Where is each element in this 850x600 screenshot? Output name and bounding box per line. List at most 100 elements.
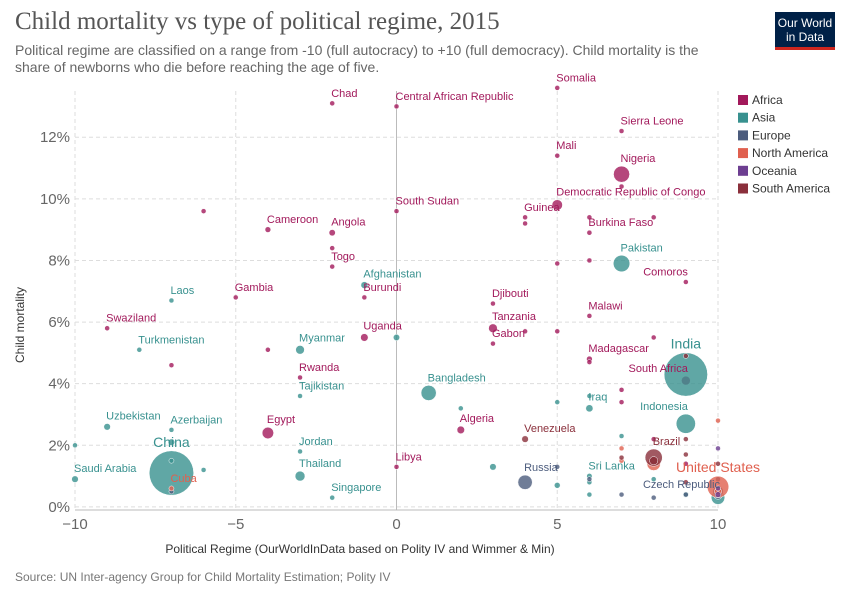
legend-swatch[interactable] bbox=[738, 130, 748, 141]
point-label: Djibouti bbox=[492, 288, 529, 300]
bubble bbox=[714, 491, 722, 498]
bubble bbox=[328, 229, 336, 237]
point-label: Myanmar bbox=[299, 332, 345, 344]
point-label: Russia bbox=[524, 462, 559, 474]
point-label: Madagascar bbox=[588, 343, 649, 355]
bubble bbox=[329, 494, 335, 501]
bubble bbox=[167, 438, 175, 446]
logo[interactable]: Our World in Data bbox=[775, 12, 835, 50]
bubble bbox=[683, 451, 689, 458]
legend-label[interactable]: Oceania bbox=[752, 164, 797, 178]
legend-swatch[interactable] bbox=[738, 148, 748, 159]
bubble bbox=[586, 229, 593, 236]
y-tick-label: 12% bbox=[40, 129, 70, 146]
point-label: Laos bbox=[170, 285, 194, 297]
bubble bbox=[168, 362, 175, 368]
bubble bbox=[297, 393, 303, 399]
bubble bbox=[168, 457, 175, 464]
bubble bbox=[72, 442, 78, 449]
bubble bbox=[393, 464, 400, 470]
logo-line[interactable]: Our World bbox=[777, 16, 833, 30]
point-label: Central African Republic bbox=[396, 91, 515, 103]
bubble bbox=[586, 393, 593, 399]
point-label: Thailand bbox=[299, 458, 341, 470]
bubble bbox=[168, 427, 175, 433]
bubble bbox=[329, 100, 335, 107]
bubble bbox=[297, 374, 303, 381]
legend-label[interactable]: South America bbox=[752, 182, 830, 196]
point-label: South Africa bbox=[629, 363, 689, 375]
legend-swatch[interactable] bbox=[738, 95, 748, 105]
bubble bbox=[264, 226, 272, 233]
point-label: Tanzania bbox=[492, 311, 537, 323]
x-tick-label: −5 bbox=[227, 516, 244, 533]
bubble bbox=[295, 345, 305, 355]
bubble bbox=[329, 245, 335, 251]
bubble bbox=[586, 214, 593, 221]
bubble bbox=[586, 257, 593, 264]
bubble bbox=[554, 464, 560, 470]
bubble bbox=[650, 476, 657, 482]
bubble bbox=[136, 347, 143, 353]
bubble bbox=[517, 474, 533, 490]
legend-swatch[interactable] bbox=[738, 183, 748, 194]
point-label: Venezuela bbox=[524, 423, 576, 435]
bubble bbox=[650, 436, 657, 442]
point-label: India bbox=[671, 336, 702, 352]
legend-label[interactable]: Europe bbox=[752, 128, 791, 142]
point-label: Uganda bbox=[363, 321, 402, 333]
bubble bbox=[715, 417, 721, 424]
point-label: Angola bbox=[331, 217, 366, 229]
y-tick-label: 10% bbox=[40, 191, 70, 208]
point-label: Turkmenistan bbox=[138, 334, 204, 346]
point-label: Afghanistan bbox=[363, 269, 421, 281]
bubble bbox=[420, 385, 437, 401]
y-tick-label: 0% bbox=[48, 499, 70, 516]
bubble bbox=[586, 491, 593, 498]
bubble bbox=[71, 475, 79, 483]
bubble bbox=[200, 208, 207, 214]
legend-label[interactable]: North America bbox=[752, 146, 828, 160]
bubble bbox=[554, 260, 560, 267]
point-label: Singapore bbox=[331, 482, 381, 494]
bubble bbox=[554, 328, 560, 335]
point-label: South Sudan bbox=[396, 196, 460, 208]
logo-line[interactable]: in Data bbox=[785, 30, 825, 44]
bubble bbox=[683, 491, 689, 498]
point-label: Egypt bbox=[267, 414, 295, 426]
point-label: Malawi bbox=[588, 300, 622, 312]
bubble bbox=[586, 359, 593, 365]
point-label: Gambia bbox=[235, 282, 274, 294]
legend-label[interactable]: Asia bbox=[752, 111, 776, 125]
bubble bbox=[554, 482, 561, 489]
bubble bbox=[393, 334, 400, 341]
bubble bbox=[683, 461, 689, 467]
y-tick-label: 4% bbox=[48, 376, 70, 393]
point-label: Guinea bbox=[524, 202, 560, 214]
bubble bbox=[618, 433, 625, 439]
bubble bbox=[522, 220, 528, 227]
point-label: Algeria bbox=[460, 413, 495, 425]
bubble bbox=[675, 413, 696, 434]
point-label: Cuba bbox=[170, 473, 197, 485]
point-label: Czech Republic bbox=[643, 479, 721, 491]
bubble bbox=[490, 300, 496, 307]
bubble bbox=[489, 463, 497, 471]
bubble bbox=[650, 214, 657, 221]
legend-swatch[interactable] bbox=[738, 112, 748, 123]
bubble bbox=[456, 425, 465, 434]
legend-label[interactable]: Africa bbox=[752, 93, 783, 107]
point-label: Togo bbox=[331, 251, 355, 263]
bubble bbox=[618, 128, 625, 134]
point-label: China bbox=[153, 434, 190, 450]
bubble bbox=[168, 485, 175, 492]
bubble bbox=[683, 436, 689, 442]
bubble bbox=[488, 323, 498, 333]
bubble bbox=[521, 435, 529, 443]
point-label: Sri Lanka bbox=[588, 460, 635, 472]
legend-swatch[interactable] bbox=[738, 165, 748, 176]
bubble bbox=[613, 165, 630, 183]
point-label: Brazil bbox=[653, 436, 681, 448]
bubble bbox=[104, 325, 110, 331]
